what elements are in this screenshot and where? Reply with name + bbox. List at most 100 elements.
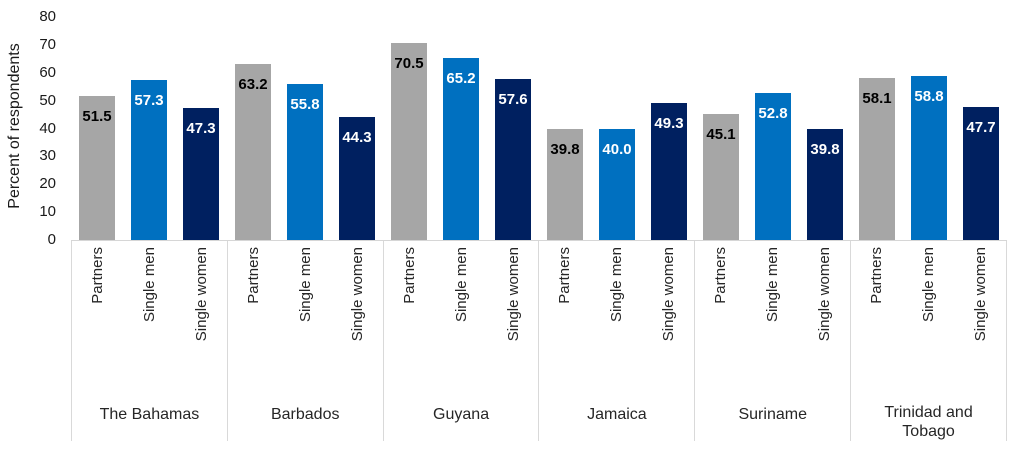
series-axis-label: Single women bbox=[504, 247, 522, 342]
bar-value-label: 47.3 bbox=[186, 120, 216, 138]
bar-value-label: 39.8 bbox=[810, 141, 840, 159]
country-label-container: Guyana bbox=[384, 393, 539, 441]
y-tick-label: 40 bbox=[39, 119, 56, 137]
country-label-container: Suriname bbox=[695, 393, 850, 441]
series-label-slot: Single men bbox=[599, 247, 635, 393]
category-axis-band: Partners Single men Single women The Bahama… bbox=[71, 241, 1007, 441]
bar-value-label: 65.2 bbox=[446, 70, 476, 88]
y-tick-label: 60 bbox=[39, 63, 56, 81]
y-tick-label: 20 bbox=[39, 175, 56, 193]
bar: 55.8 bbox=[287, 84, 323, 240]
series-axis-label: Partners bbox=[244, 247, 262, 304]
series-axis-label: Single men bbox=[764, 247, 782, 323]
bar-value-label: 55.8 bbox=[290, 96, 320, 114]
country-label: The Bahamas bbox=[99, 406, 200, 423]
series-label-slot: Single women bbox=[339, 247, 375, 393]
y-tick-label: 80 bbox=[39, 8, 56, 25]
series-label-slot: Single men bbox=[287, 247, 323, 393]
y-tick-label: 10 bbox=[39, 203, 56, 221]
series-axis-label: Single men bbox=[140, 247, 158, 323]
bar-value-label: 63.2 bbox=[238, 75, 268, 93]
category-cell: Partners Single men Single women The Bahama… bbox=[71, 241, 227, 441]
bar-group: 51.5 57.3 47.3 bbox=[71, 17, 227, 240]
series-axis-labels: Partners Single men Single women bbox=[851, 241, 1006, 391]
category-cell: Partners Single men Single women Trinidad a… bbox=[850, 241, 1007, 441]
category-cell: Partners Single men Single women Suriname bbox=[694, 241, 850, 441]
bar-group: 70.5 65.2 57.6 bbox=[383, 17, 539, 240]
bar-value-label: 51.5 bbox=[82, 108, 112, 126]
series-axis-labels: Partners Single men Single women bbox=[72, 241, 227, 393]
bar: 58.1 bbox=[859, 78, 895, 240]
country-label: Jamaica bbox=[587, 406, 647, 423]
bar: 47.7 bbox=[963, 107, 999, 240]
series-axis-label: Partners bbox=[712, 247, 730, 304]
series-axis-labels: Partners Single men Single women bbox=[695, 241, 850, 393]
bar: 70.5 bbox=[391, 43, 427, 240]
series-label-slot: Partners bbox=[703, 247, 739, 393]
category-cell: Partners Single men Single women Jamaica bbox=[538, 241, 694, 441]
series-axis-labels: Partners Single men Single women bbox=[539, 241, 694, 393]
bar-value-label: 40.0 bbox=[602, 140, 632, 158]
series-label-slot: Single women bbox=[183, 247, 219, 393]
bar: 51.5 bbox=[79, 96, 115, 240]
bar: 39.8 bbox=[807, 129, 843, 240]
country-label-container: Trinidad and Tobago bbox=[851, 391, 1006, 441]
series-axis-label: Single women bbox=[660, 247, 678, 342]
bar-value-label: 57.3 bbox=[134, 92, 164, 110]
bar-value-label: 57.6 bbox=[498, 91, 528, 109]
series-axis-label: Single men bbox=[452, 247, 470, 323]
bar: 45.1 bbox=[703, 114, 739, 240]
bar-value-label: 44.3 bbox=[342, 128, 372, 146]
series-label-slot: Single men bbox=[755, 247, 791, 393]
country-label-container: Jamaica bbox=[539, 393, 694, 441]
series-label-slot: Single women bbox=[495, 247, 531, 393]
bar: 49.3 bbox=[651, 102, 687, 240]
bar-group: 39.8 40.0 49.3 bbox=[539, 17, 695, 240]
bar-group: 45.1 52.8 39.8 bbox=[695, 17, 851, 240]
bar-value-label: 52.8 bbox=[758, 104, 788, 122]
bar: 44.3 bbox=[339, 116, 375, 240]
bar-value-label: 49.3 bbox=[654, 114, 684, 132]
series-label-slot: Single men bbox=[911, 247, 947, 391]
bar: 63.2 bbox=[235, 63, 271, 240]
series-axis-labels: Partners Single men Single women bbox=[384, 241, 539, 393]
bar: 58.8 bbox=[911, 76, 947, 240]
bar-value-label: 58.8 bbox=[914, 88, 944, 106]
series-label-slot: Partners bbox=[859, 247, 895, 391]
series-axis-labels: Partners Single men Single women bbox=[228, 241, 383, 393]
bar: 47.3 bbox=[183, 108, 219, 240]
bar-value-label: 70.5 bbox=[394, 55, 424, 73]
category-cell: Partners Single men Single women Barbados bbox=[226, 241, 383, 441]
country-label-container: Barbados bbox=[228, 393, 383, 441]
series-axis-label: Single women bbox=[192, 247, 210, 342]
series-axis-label: Partners bbox=[400, 247, 418, 304]
bar-value-label: 45.1 bbox=[706, 126, 736, 144]
bar: 52.8 bbox=[755, 92, 791, 240]
series-label-slot: Single women bbox=[651, 247, 687, 393]
series-label-slot: Single women bbox=[807, 247, 843, 393]
series-axis-label: Partners bbox=[556, 247, 574, 304]
bar: 57.6 bbox=[495, 79, 531, 240]
y-tick-label: 50 bbox=[39, 91, 56, 109]
series-axis-label: Single women bbox=[348, 247, 366, 342]
bar-value-label: 58.1 bbox=[862, 90, 892, 108]
bar-value-label: 47.7 bbox=[966, 119, 996, 137]
bar: 40.0 bbox=[599, 128, 635, 240]
country-label: Trinidad and Tobago bbox=[884, 404, 973, 440]
plot-area: 51.5 57.3 47.3 63.2 55.8 44.3 70.5 65.2 57.6 39.8… bbox=[71, 17, 1007, 241]
y-tick-label: 30 bbox=[39, 147, 56, 165]
series-label-slot: Partners bbox=[391, 247, 427, 393]
bar-group: 58.1 58.8 47.7 bbox=[851, 17, 1007, 240]
series-axis-label: Single men bbox=[920, 247, 938, 323]
series-axis-label: Partners bbox=[868, 247, 886, 304]
bar-value-label: 39.8 bbox=[550, 141, 580, 159]
series-axis-label: Single women bbox=[972, 247, 990, 342]
country-label: Guyana bbox=[433, 406, 490, 423]
series-label-slot: Partners bbox=[79, 247, 115, 393]
series-axis-label: Partners bbox=[88, 247, 106, 304]
series-label-slot: Single men bbox=[443, 247, 479, 393]
series-label-slot: Single men bbox=[131, 247, 167, 393]
series-label-slot: Partners bbox=[547, 247, 583, 393]
series-label-slot: Single women bbox=[963, 247, 999, 391]
